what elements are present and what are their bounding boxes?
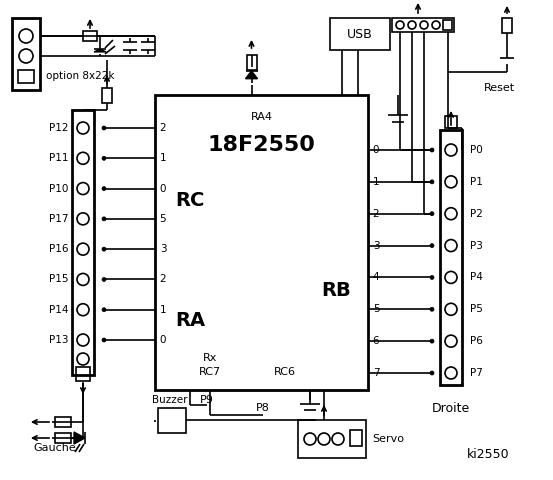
Text: P17: P17	[49, 214, 68, 224]
Bar	[18, 70, 34, 83]
Bar	[76, 367, 90, 381]
Text: P6: P6	[470, 336, 483, 346]
Text: Gauche: Gauche	[34, 443, 76, 453]
Text: 18F2550: 18F2550	[207, 135, 315, 155]
Text: P16: P16	[49, 244, 68, 254]
Circle shape	[102, 247, 106, 251]
Circle shape	[430, 276, 434, 279]
Text: P2: P2	[470, 209, 483, 219]
Text: RA: RA	[175, 311, 205, 329]
Text: 1: 1	[373, 177, 379, 187]
Bar	[440, 130, 462, 385]
Bar	[83, 31, 97, 41]
Circle shape	[102, 308, 106, 312]
Circle shape	[430, 339, 434, 343]
Text: RC6: RC6	[274, 367, 296, 377]
Circle shape	[102, 187, 106, 191]
Bar	[330, 18, 390, 50]
Text: RC7: RC7	[199, 367, 221, 377]
Bar	[443, 20, 452, 30]
Text: 2: 2	[160, 123, 166, 133]
Circle shape	[102, 156, 106, 160]
Text: 3: 3	[373, 240, 379, 251]
Circle shape	[430, 307, 434, 312]
Circle shape	[430, 180, 434, 184]
Text: P13: P13	[49, 335, 68, 345]
Text: P5: P5	[470, 304, 483, 314]
Text: P3: P3	[470, 240, 483, 251]
Text: RA4: RA4	[251, 112, 273, 122]
Text: 0: 0	[160, 183, 166, 193]
Circle shape	[102, 126, 106, 130]
Text: P12: P12	[49, 123, 68, 133]
Text: 5: 5	[160, 214, 166, 224]
Text: USB: USB	[347, 27, 373, 40]
Text: ki2550: ki2550	[467, 448, 509, 461]
Bar	[158, 408, 186, 433]
Bar	[155, 95, 368, 390]
Text: 7: 7	[373, 368, 379, 378]
Circle shape	[430, 148, 434, 152]
Text: Rx: Rx	[203, 353, 217, 363]
Text: P14: P14	[49, 305, 68, 315]
Circle shape	[102, 277, 106, 281]
Text: P1: P1	[470, 177, 483, 187]
Text: 2: 2	[373, 209, 379, 219]
Text: Droite: Droite	[432, 401, 470, 415]
Bar	[55, 417, 71, 427]
Polygon shape	[246, 71, 258, 79]
Bar	[12, 18, 40, 90]
Text: 1: 1	[160, 305, 166, 315]
Text: P8: P8	[256, 403, 270, 413]
Circle shape	[430, 212, 434, 216]
Circle shape	[430, 243, 434, 248]
Bar	[350, 430, 362, 446]
Text: P11: P11	[49, 153, 68, 163]
Text: P10: P10	[49, 183, 68, 193]
Text: P9: P9	[200, 395, 214, 405]
Text: 3: 3	[160, 244, 166, 254]
Text: RC: RC	[175, 191, 205, 209]
Circle shape	[430, 371, 434, 375]
Text: Reset: Reset	[483, 83, 514, 93]
Circle shape	[102, 338, 106, 342]
Text: P0: P0	[470, 145, 483, 155]
Bar	[247, 55, 257, 70]
Text: P7: P7	[470, 368, 483, 378]
Text: option 8x22k: option 8x22k	[46, 71, 114, 81]
Text: RB: RB	[321, 280, 351, 300]
Bar	[445, 116, 457, 128]
Text: Servo: Servo	[372, 434, 404, 444]
Circle shape	[102, 217, 106, 221]
Bar	[55, 433, 71, 443]
Text: 2: 2	[160, 275, 166, 285]
Text: 6: 6	[373, 336, 379, 346]
Text: P15: P15	[49, 275, 68, 285]
Bar	[72, 110, 94, 375]
Text: 4: 4	[373, 273, 379, 282]
Polygon shape	[94, 49, 106, 52]
Text: 0: 0	[373, 145, 379, 155]
Text: Buzzer: Buzzer	[152, 395, 188, 405]
Text: 5: 5	[373, 304, 379, 314]
Polygon shape	[74, 432, 85, 444]
Text: P4: P4	[470, 273, 483, 282]
Bar	[298, 420, 366, 458]
Bar	[502, 18, 512, 33]
Bar	[102, 88, 112, 103]
Text: 0: 0	[160, 335, 166, 345]
Text: 1: 1	[160, 153, 166, 163]
Bar	[392, 18, 454, 32]
